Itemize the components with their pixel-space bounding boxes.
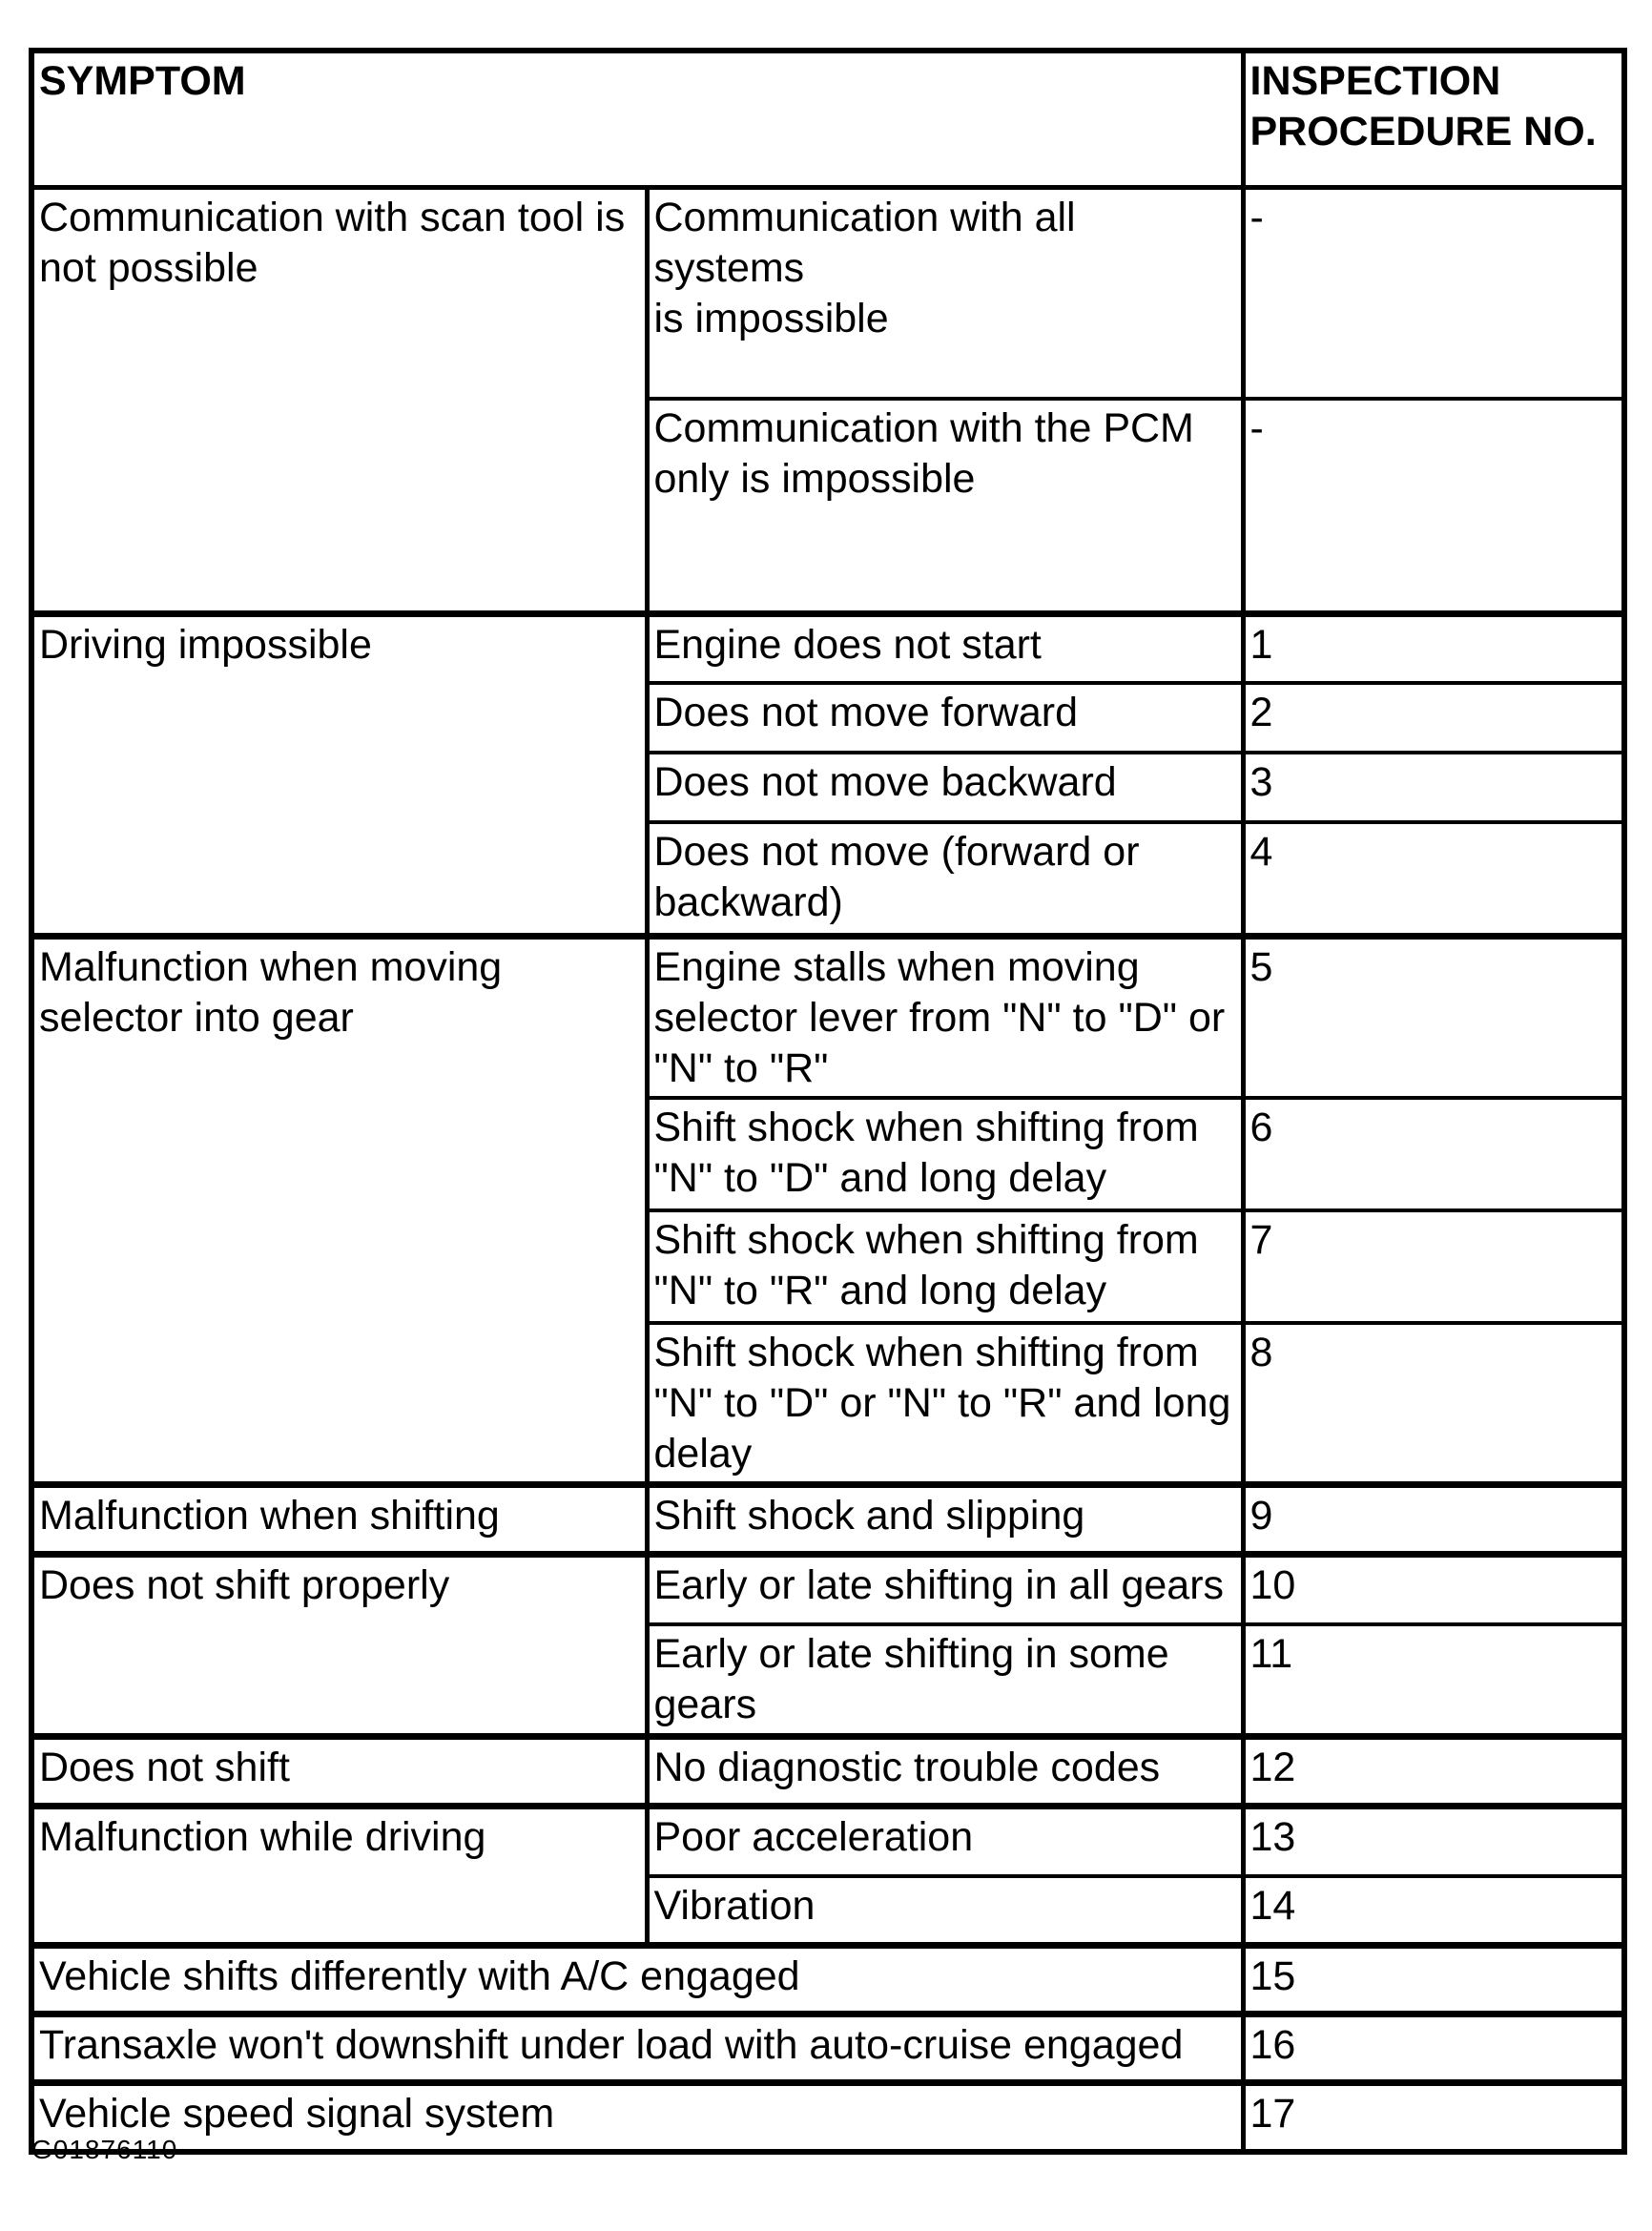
table-row: Malfunction when moving selector into ge… xyxy=(29,932,1627,1487)
procedure-no-cell: 2 xyxy=(1240,681,1627,754)
procedure-no-cell: - xyxy=(1240,397,1627,615)
condition-cell: Communication with the PCM only is impos… xyxy=(644,397,1246,615)
condition-cell: No diagnostic trouble codes xyxy=(644,1733,1246,1808)
symptom-cell: Malfunction while driving xyxy=(29,1803,650,1948)
procedure-no-cell: 7 xyxy=(1240,1208,1627,1325)
condition-cell: Shift shock and slipping xyxy=(644,1481,1246,1557)
condition-cell: Shift shock when shifting from "N" to "R… xyxy=(644,1208,1246,1325)
symptom-cell: Transaxle won't downshift under load wit… xyxy=(29,2011,1246,2085)
procedure-no-cell: - xyxy=(1240,184,1627,401)
symptom-cell: Does not shift properly xyxy=(29,1551,650,1739)
symptom-cell: Malfunction when shifting xyxy=(29,1481,650,1557)
procedure-no-cell: 14 xyxy=(1240,1873,1627,1948)
table-row: Malfunction when shifting Shift shock an… xyxy=(29,1481,1627,1557)
table-row: Early or late shifting in some gears 11 xyxy=(31,1622,1627,1739)
condition-cell: Engine does not start xyxy=(644,609,1246,685)
table-row: Vibration 14 xyxy=(31,1873,1627,1948)
table-row: Shift shock when shifting from "N" to "D… xyxy=(31,1096,1627,1212)
condition-cell: Engine stalls when moving selector lever… xyxy=(644,932,1246,1100)
symptom-cell: Communication with scan tool is not poss… xyxy=(29,184,650,615)
symptom-inspection-table: SYMPTOM INSPECTION PROCEDURE NO. Communi… xyxy=(29,48,1627,2155)
table-row: Vehicle shifts differently with A/C enga… xyxy=(29,1942,1627,2016)
condition-cell: Shift shock when shifting from "N" to "D… xyxy=(644,1096,1246,1212)
condition-cell: Does not move (forward or backward) xyxy=(644,820,1246,938)
table-row: Communication with the PCM only is impos… xyxy=(31,397,1627,615)
symptom-cell: Vehicle shifts differently with A/C enga… xyxy=(29,1942,1246,2016)
procedure-no-cell: 3 xyxy=(1240,751,1627,824)
symptom-header: SYMPTOM xyxy=(29,49,1246,189)
condition-cell: Does not move backward xyxy=(644,751,1246,824)
table-row: Communication with scan tool is not poss… xyxy=(29,184,1627,615)
table-row: Shift shock when shifting from "N" to "D… xyxy=(31,1321,1627,1487)
condition-cell: Early or late shifting in all gears xyxy=(644,1551,1246,1626)
table-row: Does not shift No diagnostic trouble cod… xyxy=(29,1733,1627,1808)
symptom-cell: Malfunction when moving selector into ge… xyxy=(29,932,650,1487)
procedure-no-cell: 15 xyxy=(1240,1942,1627,2016)
condition-cell: Early or late shifting in some gears xyxy=(644,1622,1246,1739)
procedure-no-cell: 5 xyxy=(1240,932,1627,1100)
condition-cell: Does not move forward xyxy=(644,681,1246,754)
table-row: Malfunction while driving Poor accelerat… xyxy=(29,1803,1627,1948)
procedure-no-cell: 12 xyxy=(1240,1733,1627,1808)
table-row: Does not move backward 3 xyxy=(31,751,1627,824)
procedure-no-cell: 4 xyxy=(1240,820,1627,938)
procedure-no-cell: 16 xyxy=(1240,2011,1627,2085)
procedure-no-cell: 10 xyxy=(1240,1551,1627,1626)
figure-id: G01876110 xyxy=(31,2135,178,2164)
symptom-cell: Driving impossible xyxy=(29,609,650,938)
table-row: Does not move (forward or backward) 4 xyxy=(31,820,1627,938)
symptom-cell: Vehicle speed signal system xyxy=(29,2079,1246,2154)
condition-cell: Vibration xyxy=(644,1873,1246,1948)
table-header-row: SYMPTOM INSPECTION PROCEDURE NO. xyxy=(29,49,1627,189)
table-row: Transaxle won't downshift under load wit… xyxy=(29,2011,1627,2085)
symptom-cell: Does not shift xyxy=(29,1733,650,1808)
table-row: Vehicle speed signal system 17 xyxy=(29,2079,1627,2154)
procedure-no-cell: 13 xyxy=(1240,1803,1627,1878)
procedure-no-cell: 17 xyxy=(1240,2079,1627,2154)
condition-cell: Poor acceleration xyxy=(644,1803,1246,1878)
condition-cell: Shift shock when shifting from "N" to "D… xyxy=(644,1321,1246,1487)
table-row: Driving impossible Engine does not start… xyxy=(29,609,1627,938)
procedure-no-cell: 8 xyxy=(1240,1321,1627,1487)
procedure-no-cell: 11 xyxy=(1240,1622,1627,1739)
table-row: Does not move forward 2 xyxy=(31,681,1627,754)
procedure-no-cell: 6 xyxy=(1240,1096,1627,1212)
table-row: Does not shift properly Early or late sh… xyxy=(29,1551,1627,1739)
procedure-header: INSPECTION PROCEDURE NO. xyxy=(1240,49,1627,189)
condition-cell: Communication with all systems is imposs… xyxy=(644,184,1246,401)
procedure-no-cell: 1 xyxy=(1240,609,1627,685)
table-row: Shift shock when shifting from "N" to "R… xyxy=(31,1208,1627,1325)
procedure-no-cell: 9 xyxy=(1240,1481,1627,1557)
